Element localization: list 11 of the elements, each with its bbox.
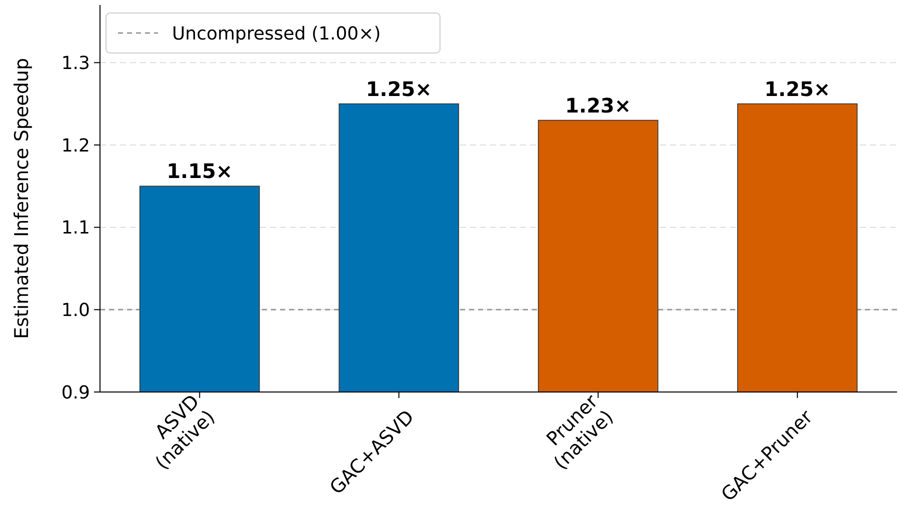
data-label: 1.25×: [764, 76, 830, 101]
data-label: 1.25×: [366, 76, 432, 101]
y-axis-title: Estimated Inference Speedup: [11, 58, 33, 340]
y-tick-label: 0.9: [61, 382, 90, 404]
legend-label: Uncompressed (1.00×): [172, 23, 381, 44]
y-tick-label: 1.1: [61, 218, 90, 239]
y-tick-label: 1.3: [61, 52, 90, 74]
y-tick-label: 1.2: [61, 135, 90, 156]
data-label: 1.15×: [166, 159, 233, 184]
y-tick-label: 1.0: [61, 300, 90, 321]
data-label: 1.23×: [565, 93, 632, 118]
